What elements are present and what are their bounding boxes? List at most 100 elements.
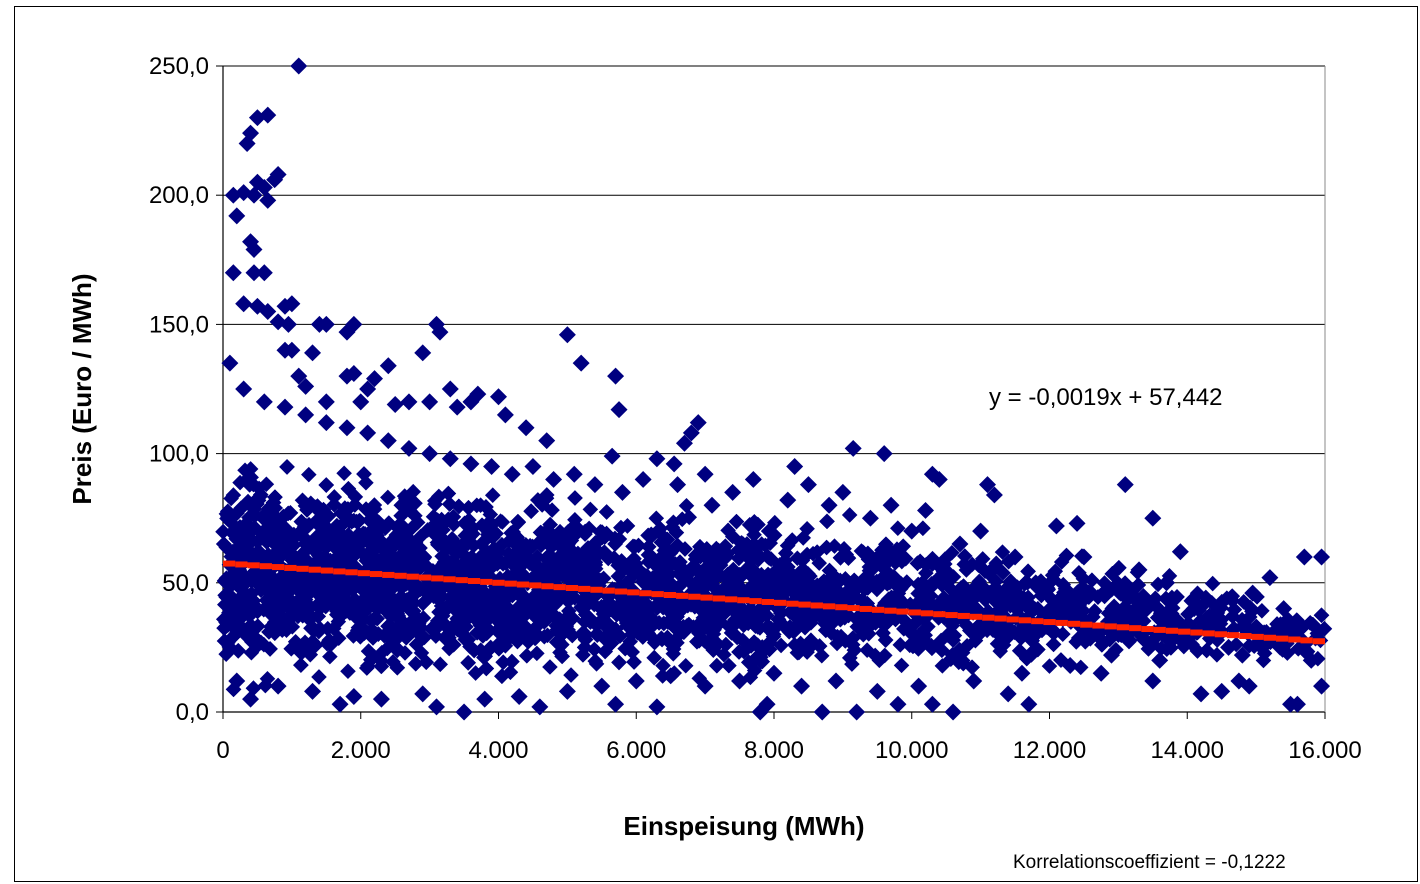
data-point — [565, 465, 583, 483]
point-cloud-marker — [669, 537, 686, 554]
point-cloud-marker — [432, 656, 449, 673]
point-cloud-marker — [678, 497, 695, 514]
point-cloud-marker — [1003, 579, 1019, 595]
data-point — [400, 393, 418, 411]
point-cloud-marker — [892, 637, 909, 653]
x-tick-label: 8.000 — [744, 737, 804, 764]
data-point — [1313, 548, 1331, 566]
point-cloud-marker — [1305, 616, 1321, 633]
point-cloud-marker — [663, 611, 680, 627]
point-cloud-marker — [1034, 622, 1050, 639]
point-cloud-marker — [781, 623, 797, 640]
point-cloud-marker — [695, 577, 711, 594]
point-cloud-marker — [611, 654, 627, 671]
data-point — [979, 476, 996, 494]
data-point — [607, 695, 625, 713]
data-point — [799, 476, 817, 494]
data-point — [421, 445, 439, 463]
data-point — [648, 450, 666, 468]
point-cloud-marker — [562, 558, 578, 574]
data-point — [923, 695, 941, 713]
point-cloud-marker — [586, 567, 602, 584]
data-point — [1275, 600, 1293, 618]
axes — [216, 65, 1326, 719]
data-point — [696, 677, 714, 695]
point-cloud-marker — [778, 583, 794, 600]
data-point — [1244, 584, 1262, 602]
data-point — [545, 470, 563, 488]
point-cloud-marker — [934, 642, 950, 659]
y-tick-label: 0,0 — [176, 699, 209, 726]
data-point — [662, 667, 680, 685]
point-cloud-marker — [241, 477, 258, 493]
data-point — [455, 703, 473, 721]
point-cloud-marker — [1072, 659, 1089, 676]
point-cloud-marker — [709, 657, 725, 674]
point-cloud-marker — [640, 610, 656, 626]
point-cloud-marker — [1030, 641, 1046, 658]
data-point — [331, 695, 349, 713]
data-point — [1302, 651, 1320, 669]
data-point — [861, 509, 879, 527]
trendline-equation: y = -0,0019x + 57,442 — [989, 384, 1223, 411]
point-cloud-marker — [944, 544, 960, 561]
point-cloud-marker — [525, 569, 542, 585]
point-cloud-marker — [640, 527, 656, 544]
point-cloud-marker — [1153, 640, 1170, 657]
data-point — [1092, 664, 1110, 682]
y-tick-label: 150,0 — [149, 311, 209, 338]
point-cloud-marker — [649, 600, 665, 616]
data-point — [276, 398, 294, 416]
data-point — [603, 447, 621, 465]
data-point — [224, 264, 242, 282]
data-point — [338, 323, 356, 341]
point-cloud-marker — [1111, 560, 1127, 576]
data-point — [283, 295, 301, 313]
data-point — [228, 672, 246, 690]
data-point — [1144, 672, 1162, 690]
data-point — [317, 393, 335, 411]
point-cloud-marker — [744, 561, 760, 577]
point-cloud-marker — [871, 652, 888, 669]
data-point — [1061, 657, 1079, 674]
data-point — [1047, 517, 1065, 535]
point-cloud-marker — [228, 548, 245, 564]
point-cloud-marker — [225, 596, 242, 613]
data-point — [1185, 600, 1203, 618]
point-cloud-marker — [837, 571, 854, 587]
point-cloud-marker — [440, 511, 457, 528]
correlation-label: Korrelationscoeffizient = -0,1222 — [1013, 852, 1286, 873]
point-cloud-marker — [481, 514, 497, 531]
point-cloud-marker — [970, 577, 986, 594]
point-cloud-marker — [279, 459, 295, 475]
point-cloud-marker — [656, 542, 673, 559]
data-point — [744, 470, 762, 488]
y-tick-label: 250,0 — [149, 53, 209, 80]
point-cloud-marker — [554, 648, 570, 665]
data-point — [1130, 561, 1148, 579]
x-tick-label: 2.000 — [331, 737, 391, 764]
point-cloud-marker — [257, 677, 274, 694]
y-tick-label: 50,0 — [162, 570, 209, 597]
point-cloud-marker — [1045, 593, 1061, 609]
gridlines — [223, 65, 1325, 584]
data-point — [242, 690, 260, 708]
point-cloud-marker — [1313, 607, 1330, 624]
data-point — [572, 354, 590, 372]
x-tick-label: 0 — [216, 737, 229, 764]
data-point — [531, 698, 549, 716]
point-cloud-marker — [1119, 591, 1136, 607]
point-cloud-marker — [526, 608, 543, 624]
point-cloud-marker — [954, 644, 971, 661]
data-point — [903, 522, 921, 540]
point-cloud-marker — [674, 511, 691, 528]
data-point — [703, 496, 721, 514]
data-points — [221, 57, 1331, 721]
point-cloud-marker — [1203, 609, 1220, 625]
data-point — [1151, 651, 1169, 669]
data-point — [503, 465, 521, 483]
point-cloud-marker — [627, 600, 644, 616]
point-cloud-marker — [542, 659, 558, 675]
point-cloud-marker — [626, 654, 642, 670]
data-point — [1116, 476, 1134, 494]
